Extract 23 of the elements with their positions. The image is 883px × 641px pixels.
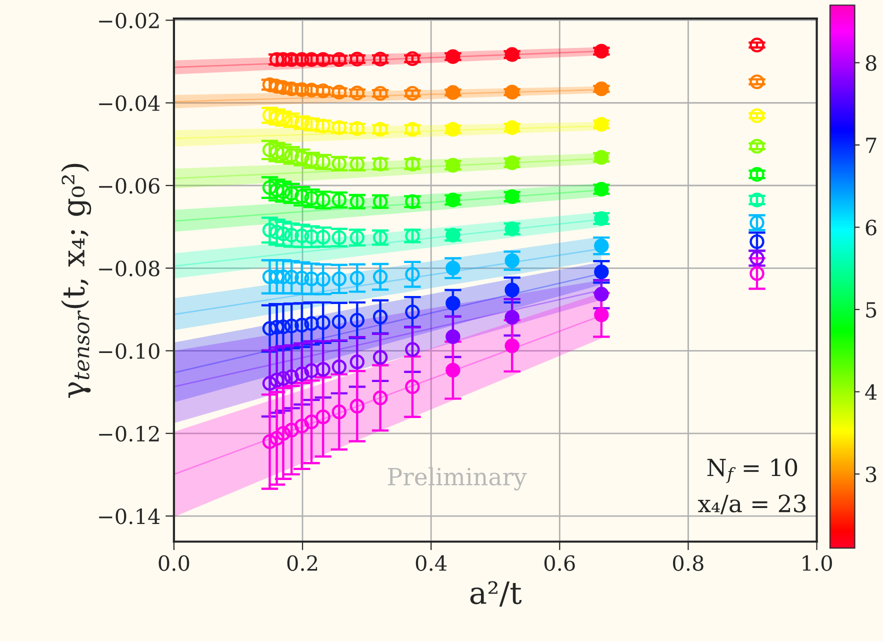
y-tick-label: −0.14	[99, 508, 160, 524]
color-bar-label: 7	[866, 138, 876, 153]
y-tick-label: −0.10	[99, 343, 160, 359]
annotation: N$_{f}$ = 10	[707, 458, 798, 484]
x-tick-label: 0.2	[287, 555, 318, 571]
x-tick-label: 0.8	[673, 555, 704, 571]
x-tick-label: 0.0	[158, 555, 190, 571]
y-axis-title: γ$_{tensor}$(t, x₄; g₀²)	[61, 164, 92, 398]
color-bar-label: 3	[866, 466, 876, 482]
color-bar-label: 8	[866, 55, 876, 71]
color-bar-label: 4	[865, 384, 877, 400]
color-bar-label: 5	[866, 302, 876, 318]
y-tick-label: −0.12	[99, 426, 159, 442]
x-axis-title: a²/t	[470, 581, 522, 607]
x-tick-label: 1.0	[802, 555, 832, 571]
x-tick-label: 0.6	[544, 555, 575, 571]
y-tick-label: −0.08	[99, 260, 160, 276]
annotation: x₄/a = 23	[698, 494, 806, 514]
x-tick-label: 0.4	[416, 555, 447, 571]
color-bar-label: 6	[866, 220, 876, 236]
y-tick-label: −0.06	[99, 178, 160, 194]
y-tick-label: −0.02	[99, 12, 159, 28]
y-tick-label: −0.04	[99, 95, 160, 112]
